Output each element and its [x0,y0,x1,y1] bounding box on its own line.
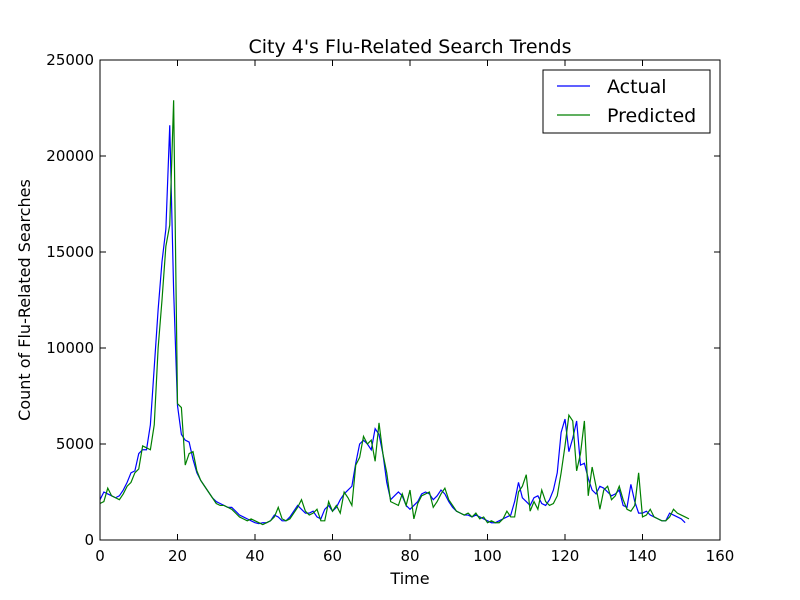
y-tick-label: 20000 [46,147,94,165]
y-axis-label: Count of Flu-Related Searches [15,179,34,421]
plot-lines [99,100,690,526]
x-axis-label: Time [389,569,429,588]
x-tick-label: 160 [706,547,735,565]
x-tick-label: 0 [95,547,105,565]
y-tick-label: 5000 [56,435,94,453]
legend-box [542,69,711,134]
legend-label-predicted: Predicted [607,105,696,127]
y-tick-label: 10000 [46,339,94,357]
x-tick-label: 140 [628,547,657,565]
x-tick-label: 100 [473,547,502,565]
y-tick-label: 15000 [46,243,94,261]
series-line-actual [99,125,686,525]
x-ticks: 0 20 40 60 80 100 120 140 160 [95,60,734,565]
legend: Actual Predicted [542,69,711,134]
legend-label-actual: Actual [607,76,667,98]
y-tick-label: 25000 [46,51,94,69]
series-line-predicted [99,100,690,526]
y-ticks: 0 5000 10000 15000 20000 25000 [46,51,720,549]
x-tick-label: 20 [168,547,187,565]
x-tick-label: 60 [323,547,342,565]
x-tick-label: 40 [245,547,264,565]
chart-title: City 4's Flu-Related Search Trends [248,36,571,58]
y-tick-label: 0 [84,531,94,549]
x-tick-label: 120 [551,547,580,565]
x-tick-label: 80 [400,547,419,565]
